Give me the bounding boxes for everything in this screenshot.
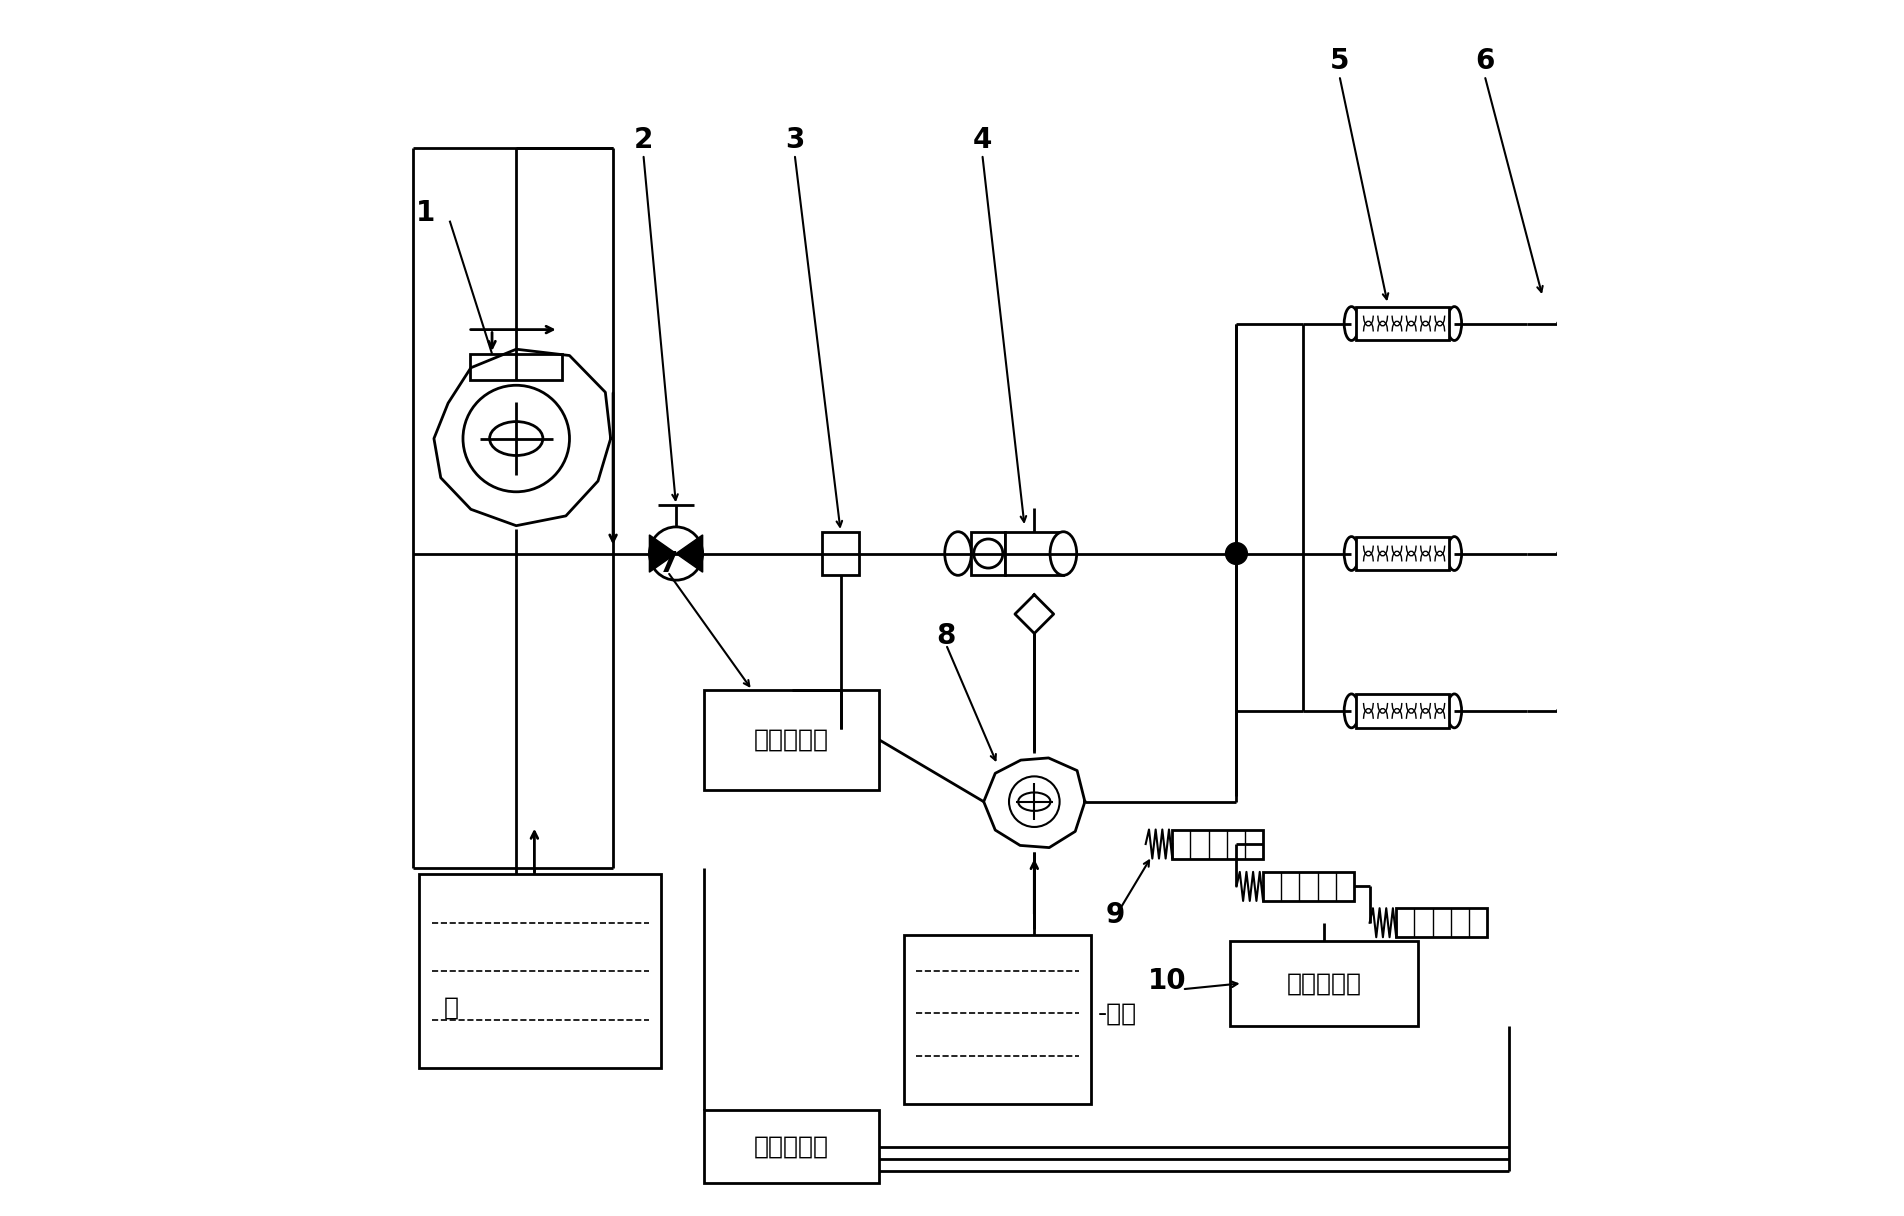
Bar [823, 531, 859, 575]
Ellipse shape [1447, 694, 1462, 728]
Ellipse shape [1344, 306, 1359, 340]
Text: 空气压缩机: 空气压缩机 [1287, 972, 1361, 995]
Bar [904, 935, 1091, 1104]
Bar [971, 531, 1005, 575]
Circle shape [1226, 542, 1247, 564]
Text: 10: 10 [1148, 967, 1186, 995]
Bar [704, 691, 880, 789]
Ellipse shape [1049, 531, 1076, 575]
Text: 水: 水 [444, 996, 459, 1019]
Circle shape [973, 539, 1003, 568]
Bar [470, 354, 562, 381]
Text: 4: 4 [973, 126, 992, 154]
Text: 8: 8 [937, 623, 956, 651]
Circle shape [649, 527, 703, 580]
Bar [1230, 941, 1418, 1025]
Text: -泡沫: -泡沫 [1097, 1002, 1137, 1025]
Polygon shape [676, 535, 703, 573]
Text: 6: 6 [1476, 47, 1495, 75]
Bar [1356, 536, 1449, 570]
Ellipse shape [1447, 536, 1462, 570]
Bar [1356, 306, 1449, 340]
Bar [1005, 531, 1062, 575]
Ellipse shape [1447, 306, 1462, 340]
Text: 3: 3 [784, 126, 803, 154]
Text: 7: 7 [659, 550, 678, 578]
Text: 1: 1 [415, 198, 436, 226]
Text: 5: 5 [1329, 47, 1350, 75]
Ellipse shape [1344, 536, 1359, 570]
Bar [1356, 694, 1449, 728]
Text: 电气控制器: 电气控制器 [754, 1135, 828, 1159]
Ellipse shape [944, 531, 971, 575]
Bar [1396, 908, 1487, 938]
Bar [1262, 872, 1354, 901]
Bar [704, 1110, 880, 1183]
Bar [419, 874, 661, 1068]
Ellipse shape [1344, 694, 1359, 728]
Text: 9: 9 [1106, 901, 1125, 929]
Text: 2: 2 [634, 126, 653, 154]
Text: 调节控制器: 调节控制器 [754, 728, 828, 751]
Polygon shape [649, 535, 676, 573]
Bar [1173, 829, 1262, 858]
